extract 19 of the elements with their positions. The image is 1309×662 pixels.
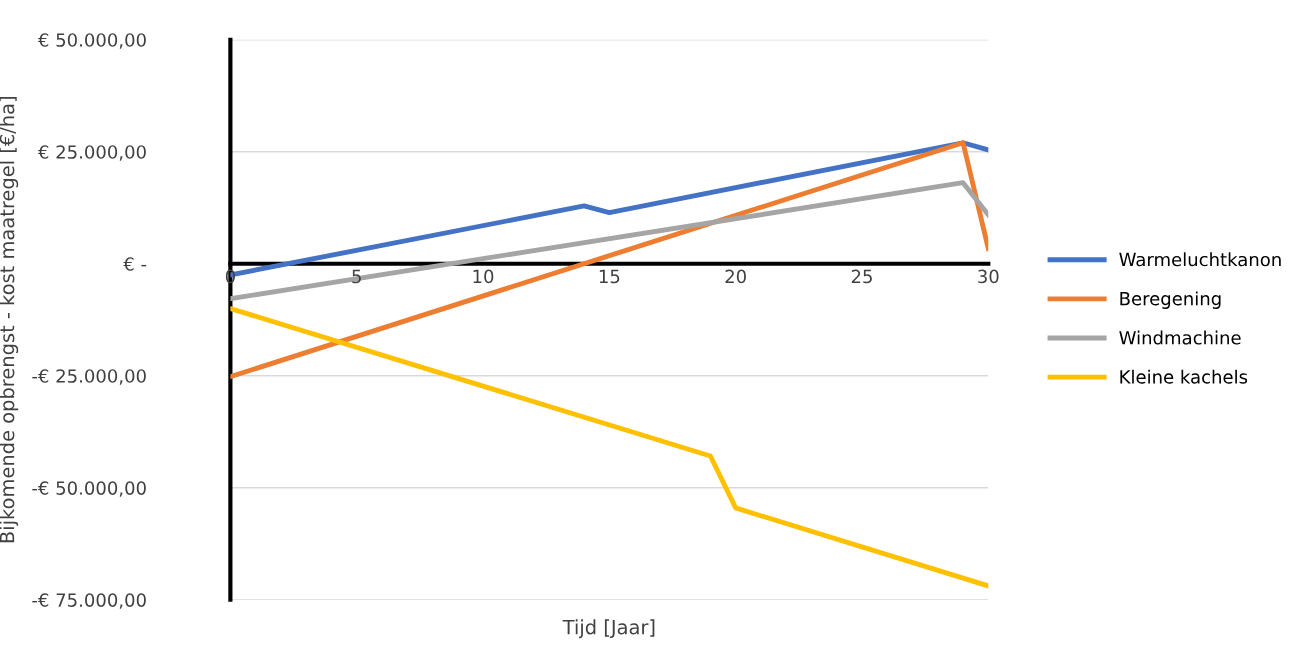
x-tick-label: 25 [851, 269, 872, 284]
x-tick-label: 30 [978, 269, 999, 284]
legend-label: Windmachine [1119, 330, 1241, 345]
y-tick-label: € - [123, 257, 147, 271]
y-tick-label: -€ 50.000,00 [32, 481, 146, 497]
legend-label: Warmeluchtkanon [1119, 252, 1281, 267]
x-tick-label: 0 [225, 269, 235, 284]
line-series [230, 306, 989, 589]
legend-label: Kleine kachels [1120, 369, 1248, 384]
x-tick-label: 20 [725, 269, 746, 284]
y-tick-label: € 25.000,00 [37, 145, 146, 161]
y-tick-label: -€ 75.000,00 [32, 593, 146, 609]
y-axis-title: Bijkomende opbrengst - kost maatregel [€/ha] [0, 97, 19, 543]
y-tick-label: € 50.000,00 [37, 33, 146, 49]
x-tick-label: 10 [473, 269, 494, 284]
legend-label: Beregening [1120, 291, 1221, 309]
x-axis-title: Tijd [Jaar] [562, 619, 655, 639]
x-tick-label: 15 [599, 269, 620, 284]
y-tick-label: -€ 25.000,00 [32, 369, 146, 385]
